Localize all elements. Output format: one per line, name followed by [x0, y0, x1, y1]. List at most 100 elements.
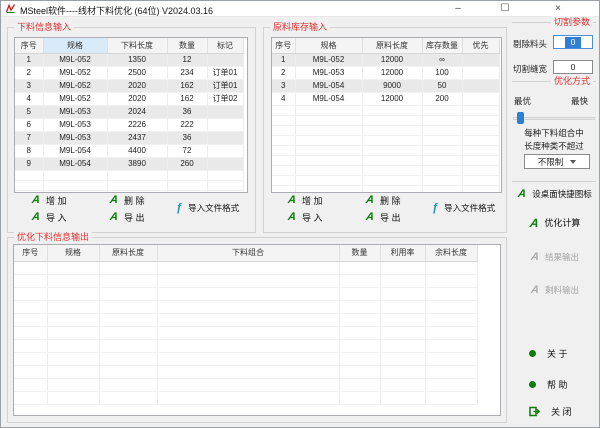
cell[interactable]: 4: [272, 92, 296, 106]
table-row[interactable]: 4 M9L-054 12000 200: [272, 92, 500, 106]
cell[interactable]: [462, 92, 500, 106]
cell[interactable]: 222: [167, 118, 208, 132]
cell[interactable]: M9L-053: [43, 131, 108, 145]
cell[interactable]: M9L-053: [295, 66, 363, 80]
cell[interactable]: M9L-053: [43, 118, 108, 132]
close-button[interactable]: ×: [555, 3, 561, 14]
optimize-slider[interactable]: [513, 111, 595, 125]
table-row[interactable]: 4 M9L-052 2020 162 订单02: [15, 92, 244, 106]
cell[interactable]: [462, 53, 500, 67]
cell[interactable]: 234: [167, 66, 208, 80]
export-button[interactable]: A 导 出: [365, 211, 400, 224]
cell[interactable]: 50: [422, 79, 463, 93]
cell[interactable]: 订单02: [207, 92, 244, 106]
column-header[interactable]: 余料长度: [425, 245, 478, 262]
desktop-shortcut-button[interactable]: A 设桌面快捷图标: [509, 188, 599, 200]
import-button[interactable]: A 导 入: [287, 211, 322, 224]
cell[interactable]: 4: [15, 92, 44, 106]
column-header[interactable]: 序号: [14, 245, 48, 262]
cell[interactable]: 72: [167, 144, 208, 158]
trim-head-input[interactable]: 0: [553, 35, 593, 49]
column-header[interactable]: 利用率: [380, 245, 426, 262]
cell[interactable]: M9L-052: [43, 66, 108, 80]
delete-button[interactable]: A 删 除: [365, 194, 400, 207]
cell[interactable]: 2020: [107, 79, 168, 93]
cell[interactable]: 1: [15, 53, 44, 67]
cell[interactable]: 2020: [107, 92, 168, 106]
table-row[interactable]: 2 M9L-053 12000 100: [272, 66, 500, 80]
table-row[interactable]: 2 M9L-052 2500 234 订单01: [15, 66, 244, 80]
column-header[interactable]: 序号: [272, 38, 296, 54]
column-header[interactable]: 优先: [462, 38, 500, 54]
cell[interactable]: [207, 53, 244, 67]
cell[interactable]: 162: [167, 79, 208, 93]
cell[interactable]: 2500: [107, 66, 168, 80]
table-row[interactable]: 7 M9L-053 2437 36: [15, 131, 244, 145]
table-row[interactable]: 8 M9L-054 4400 72: [15, 144, 244, 158]
cell[interactable]: 3890: [107, 157, 168, 171]
table-row[interactable]: 3 M9L-052 2020 162 订单01: [15, 79, 244, 93]
cell[interactable]: ∞: [422, 53, 463, 67]
cell[interactable]: [462, 66, 500, 80]
cell[interactable]: 订单01: [207, 66, 244, 80]
cell[interactable]: 2: [272, 66, 296, 80]
cell[interactable]: 4400: [107, 144, 168, 158]
cell[interactable]: M9L-052: [43, 79, 108, 93]
table-row[interactable]: 3 M9L-054 9000 50: [272, 79, 500, 93]
import-button[interactable]: A 导 入: [31, 211, 66, 224]
column-header[interactable]: 原料长度: [99, 245, 158, 262]
add-button[interactable]: A 增 加: [287, 194, 322, 207]
output-table[interactable]: 序号 规格 原料长度 下料组合 数量 利用率 余料长度: [14, 245, 478, 405]
cell[interactable]: M9L-052: [295, 53, 363, 67]
cell[interactable]: 162: [167, 92, 208, 106]
column-header[interactable]: 规格: [47, 245, 100, 262]
kerf-width-input[interactable]: 0: [553, 60, 593, 74]
about-button[interactable]: 关 于: [529, 347, 568, 360]
cell[interactable]: M9L-054: [295, 79, 363, 93]
cell[interactable]: 1350: [107, 53, 168, 67]
cell[interactable]: 6: [15, 118, 44, 132]
length-limit-dropdown[interactable]: 不限制: [524, 154, 590, 169]
cell[interactable]: 9000: [362, 79, 423, 93]
cell[interactable]: M9L-054: [43, 144, 108, 158]
delete-button[interactable]: A 删 除: [109, 194, 144, 207]
table-row[interactable]: 1 M9L-052 1350 12: [15, 53, 244, 67]
stock-input-table[interactable]: 序号 规格 原料长度 库存数量 优先 1 M9L-052 12000 ∞ 2 M9L-053 1200…: [272, 38, 500, 192]
slider-thumb[interactable]: [517, 112, 524, 124]
cell[interactable]: M9L-052: [43, 53, 108, 67]
cell[interactable]: 8: [15, 144, 44, 158]
table-row[interactable]: 5 M9L-053 2024 36: [15, 105, 244, 119]
cell[interactable]: 12000: [362, 92, 423, 106]
minimize-button[interactable]: –: [455, 3, 461, 14]
cell[interactable]: 36: [167, 105, 208, 119]
cell[interactable]: 1: [272, 53, 296, 67]
cell[interactable]: M9L-054: [43, 157, 108, 171]
cell[interactable]: 3: [15, 79, 44, 93]
column-header[interactable]: 标记: [207, 38, 244, 54]
cell[interactable]: [207, 131, 244, 145]
cell[interactable]: 36: [167, 131, 208, 145]
table-row[interactable]: 9 M9L-054 3890 260: [15, 157, 244, 171]
cut-input-table[interactable]: 序号 规格 下料长度 数量 标记 1 M9L-052 1350 12 2 M9L-052 2500 23…: [15, 38, 244, 192]
cell[interactable]: [207, 105, 244, 119]
table-row[interactable]: 6 M9L-053 2226 222: [15, 118, 244, 132]
cell[interactable]: 2226: [107, 118, 168, 132]
cell[interactable]: M9L-053: [43, 105, 108, 119]
cell[interactable]: [207, 157, 244, 171]
cell[interactable]: [207, 118, 244, 132]
cell[interactable]: 260: [167, 157, 208, 171]
column-header[interactable]: 下料组合: [157, 245, 340, 262]
cell[interactable]: 200: [422, 92, 463, 106]
column-header[interactable]: 规格: [43, 38, 108, 54]
import-format-button[interactable]: ƒ 导入文件格式: [432, 202, 495, 214]
add-button[interactable]: A 增 加: [31, 194, 66, 207]
cell[interactable]: 9: [15, 157, 44, 171]
help-button[interactable]: 帮 助: [529, 378, 568, 391]
cell[interactable]: [207, 144, 244, 158]
column-header[interactable]: 序号: [15, 38, 44, 54]
cell[interactable]: 3: [272, 79, 296, 93]
cell[interactable]: 2: [15, 66, 44, 80]
column-header[interactable]: 数量: [339, 245, 381, 262]
cell[interactable]: 2437: [107, 131, 168, 145]
cell[interactable]: 2024: [107, 105, 168, 119]
